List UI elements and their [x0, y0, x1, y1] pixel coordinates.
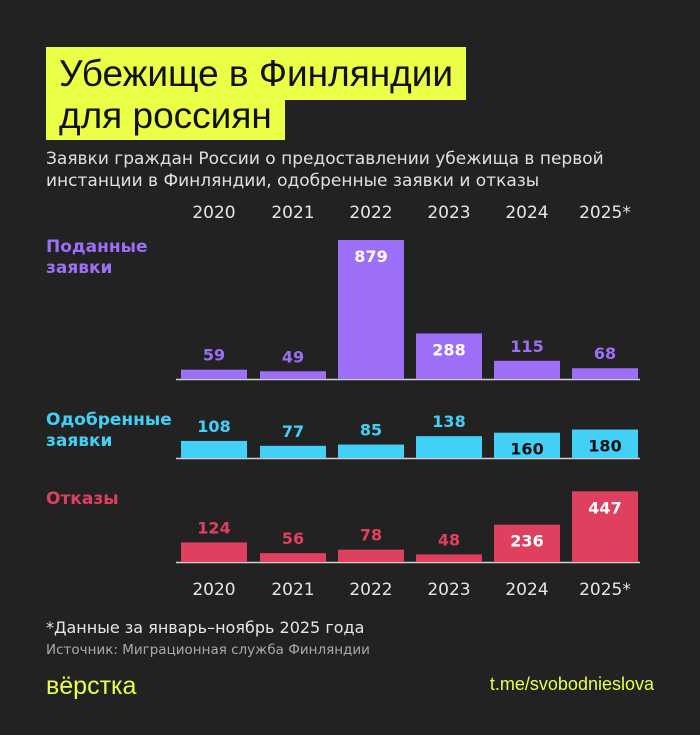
year-label: 2022: [349, 580, 393, 600]
bar: [416, 333, 482, 379]
data-label: 49: [282, 347, 304, 366]
bar: [260, 553, 326, 562]
bar: [416, 554, 482, 562]
data-label: 48: [438, 530, 460, 549]
year-label: 2021: [271, 580, 315, 600]
data-label: 447: [588, 498, 621, 517]
series-label-approved: Одобренные заявки: [46, 410, 172, 451]
data-label: 85: [360, 421, 382, 440]
bar: [181, 369, 247, 379]
data-label: 180: [588, 437, 621, 456]
year-label: 2023: [427, 580, 471, 600]
logo: вёрстка: [46, 672, 137, 700]
data-label: 59: [203, 346, 225, 365]
bar: [416, 436, 482, 458]
footnote: *Данные за январь–ноябрь 2025 года: [46, 618, 365, 637]
data-label: 124: [197, 518, 230, 537]
year-label: 2025*: [579, 580, 631, 600]
year-label: 2023: [427, 203, 471, 223]
year-label: 2021: [271, 203, 315, 223]
bar: [260, 371, 326, 379]
bar: [494, 432, 560, 458]
bar: [260, 445, 326, 458]
bar: [338, 444, 404, 458]
data-label: 288: [432, 340, 465, 359]
year-label: 2024: [505, 203, 549, 223]
year-label: 2025*: [579, 203, 631, 223]
data-label: 108: [197, 417, 230, 436]
title-line-1: Убежище в Финляндии: [46, 47, 467, 100]
year-label: 2022: [349, 203, 393, 223]
series-label-rejected: Отказы: [46, 489, 119, 509]
data-label: 115: [510, 337, 543, 356]
bar: [572, 429, 638, 458]
bar: [572, 491, 638, 562]
bar: [338, 240, 404, 379]
data-label: 77: [282, 422, 304, 441]
data-label: 56: [282, 529, 304, 548]
bar: [181, 542, 247, 562]
bar: [494, 360, 560, 379]
data-label: 78: [360, 526, 382, 545]
bar: [181, 440, 247, 458]
source: Источник: Миграционная служба Финляндии: [46, 642, 370, 658]
year-label: 2020: [192, 580, 236, 600]
data-label: 138: [432, 412, 465, 431]
data-label: 160: [510, 440, 543, 459]
data-label: 236: [510, 532, 543, 551]
bar: [572, 368, 638, 379]
year-label: 2024: [505, 580, 549, 600]
subtitle: Заявки граждан России о предоставлении у…: [46, 149, 604, 191]
channel-link[interactable]: t.me/svobodnieslova: [489, 674, 654, 694]
bar: [338, 549, 404, 562]
series-label-submitted: Поданные заявки: [46, 237, 148, 278]
data-label: 879: [354, 247, 387, 266]
data-label: 68: [594, 344, 616, 363]
title-line-2: для россиян: [46, 92, 285, 140]
year-label: 2020: [192, 203, 236, 223]
bar: [494, 524, 560, 562]
